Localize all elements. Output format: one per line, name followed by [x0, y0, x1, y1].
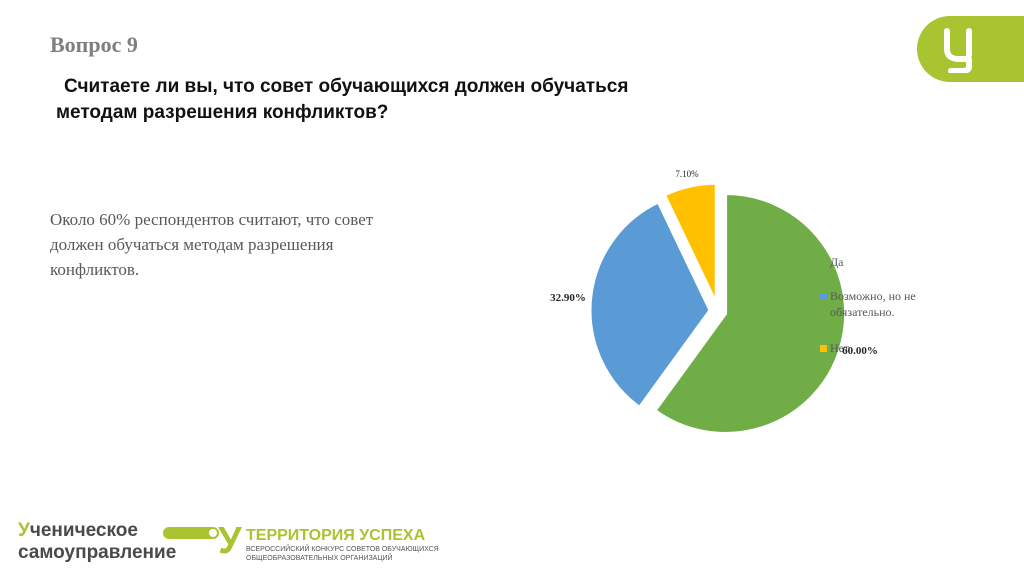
logo2-subtitle-1: ВСЕРОССИЙСКИЙ КОНКУРС СОВЕТОВ ОБУЧАЮЩИХС…	[246, 546, 439, 553]
question-number: Вопрос 9	[50, 32, 138, 57]
pie-slice-3	[662, 181, 718, 304]
legend-label-1-1: Да	[830, 255, 844, 269]
logo-territory-of-success: У ТЕРРИТОРИЯ УСПЕХА ВСЕРОССИЙСКИЙ КОНКУР…	[218, 522, 458, 566]
question-title: Считаете ли вы, что совет обучающихся до…	[56, 74, 816, 126]
summary-text: Около 60% респондентов считают, что сове…	[50, 210, 374, 279]
data-label-3: 7.10%	[675, 169, 699, 179]
pie-slice-2	[588, 200, 712, 410]
legend-label-2-2: обязательно.	[830, 305, 895, 319]
logo2-u-glyph: У	[218, 520, 242, 562]
logo-student-self-government: Ученическое самоуправление	[18, 520, 219, 564]
question-line-2: методам разрешения конфликтов?	[56, 102, 389, 123]
logo1-line1: Ученическое	[18, 520, 138, 541]
logo1-toggle-shape	[163, 527, 219, 539]
data-label-2: 32.90%	[550, 292, 586, 304]
brand-tab	[917, 16, 1024, 82]
question-line-1: Считаете ли вы, что совет обучающихся до…	[64, 76, 629, 97]
legend-swatch-3	[820, 345, 827, 352]
legend-swatch-1	[820, 259, 827, 266]
legend-swatch-2	[820, 293, 827, 300]
data-label-1: 60.00%	[842, 345, 878, 357]
legend-label-3-1: Нет	[830, 341, 850, 355]
logo1-line2: самоуправление	[18, 542, 177, 563]
legend-label-2-1: Возможно, но не	[830, 289, 916, 303]
logo2-title: ТЕРРИТОРИЯ УСПЕХА	[246, 527, 426, 544]
pie-slice-1	[652, 191, 848, 435]
brand-u-icon	[944, 28, 972, 73]
logo2-subtitle-2: ОБЩЕОБРАЗОВАТЕЛЬНЫХ ОРГАНИЗАЦИЙ	[246, 555, 393, 562]
